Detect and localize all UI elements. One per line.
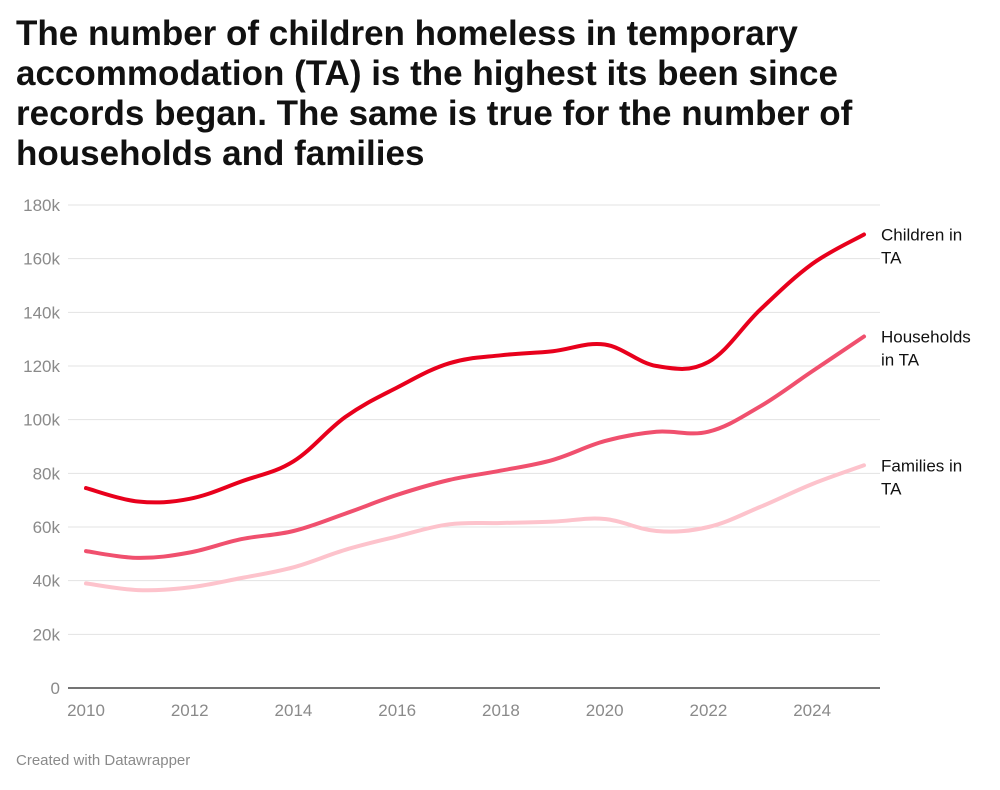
y-tick-label: 40k [33,572,61,591]
series-lines [84,232,866,593]
y-tick-label: 160k [23,250,60,269]
y-tick-label: 120k [23,357,60,376]
y-tick-label: 60k [33,518,61,537]
series-label-line: TA [881,479,902,498]
x-tick-label: 2020 [586,701,624,720]
series-line-children-in-ta [84,232,866,505]
y-tick-label: 140k [23,303,60,322]
series-line-families-in-ta [84,463,866,593]
y-tick-label: 20k [33,625,61,644]
x-tick-label: 2010 [67,701,105,720]
series-label-households-in-ta: Households in TA [881,327,971,369]
gridlines [68,204,880,689]
x-tick-label: 2016 [378,701,416,720]
series-label-line: in TA [881,350,920,369]
y-axis-ticks: 0 20k 40k 60k 80k 100k 120k 140k 160k 180k [23,196,60,698]
series-label-families-in-ta: Families in TA [881,456,962,498]
x-tick-label: 2022 [689,701,727,720]
attribution-footer: Created with Datawrapper [16,752,191,769]
x-tick-label: 2024 [793,701,831,720]
x-axis-ticks: 2010 2012 2014 2016 2018 2020 2022 2024 [67,701,831,720]
x-tick-label: 2012 [171,701,209,720]
y-tick-label: 80k [33,464,61,483]
series-line-households-in-ta [84,334,866,560]
series-labels: Children in TA Households in TA Families in T… [881,226,971,499]
y-tick-label: 0 [51,679,60,698]
x-tick-label: 2018 [482,701,520,720]
series-label-line: Families in [881,456,962,475]
series-label-line: TA [881,249,902,268]
series-label-line: Households [881,327,971,346]
y-tick-label: 100k [23,411,60,430]
x-tick-label: 2014 [275,701,313,720]
chart-title: The number of children homeless in tempo… [16,14,853,173]
y-tick-label: 180k [23,196,60,215]
series-label-children-in-ta: Children in TA [881,226,962,268]
series-label-line: Children in [881,226,962,245]
